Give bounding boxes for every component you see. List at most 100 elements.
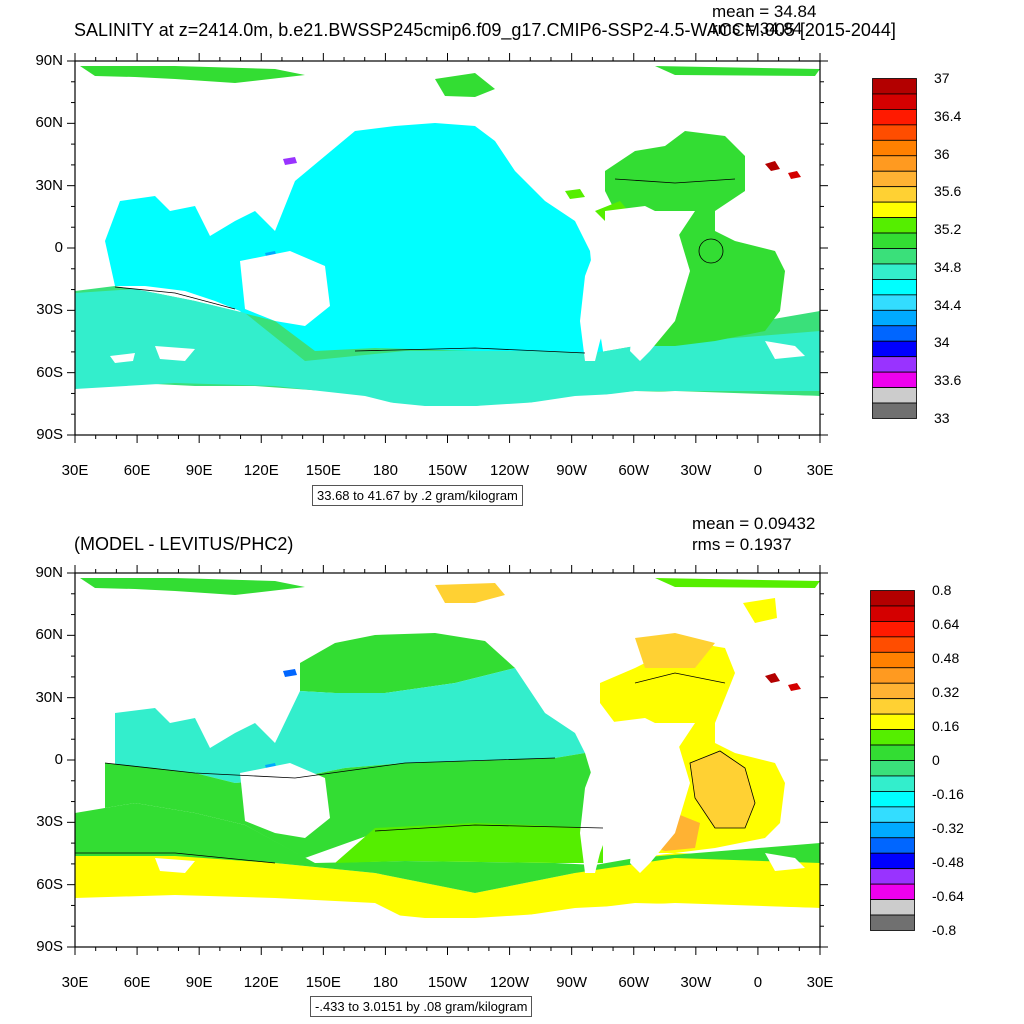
lon-label: 90E [185, 462, 213, 479]
colorbar-label: 35.2 [934, 221, 962, 238]
lon-label: 120E [243, 974, 279, 991]
lon-label: 120E [243, 462, 279, 479]
colorbar-box [870, 791, 915, 808]
colorbar-box [870, 775, 915, 792]
lat-label: 90N [35, 52, 63, 69]
bottom-tropical-pacific-cyan [115, 668, 585, 783]
top-colorbar [872, 78, 917, 419]
lon-label: 30W [680, 462, 712, 479]
colorbar-label: 34.4 [934, 296, 962, 313]
lon-label: 90W [556, 462, 588, 479]
bottom-colorbar [870, 590, 915, 931]
lat-label: 60N [35, 114, 63, 132]
colorbar-box [870, 760, 915, 777]
lat-label: 30S [36, 813, 63, 831]
lon-label: 180 [372, 974, 398, 991]
top-mediterranean-high [765, 161, 780, 171]
colorbar-box [870, 713, 915, 730]
colorbar-box [870, 729, 915, 746]
lon-label: 120W [489, 974, 530, 991]
lon-label: 0 [753, 974, 763, 991]
colorbar-label: 0.32 [932, 684, 960, 700]
colorbar-box [870, 698, 915, 715]
colorbar-label: 0.64 [932, 616, 960, 632]
bottom-difference-map [75, 573, 820, 947]
top-contour-info: 33.68 to 41.67 by .2 gram/kilogram [312, 485, 523, 506]
lon-label: 30E [61, 462, 89, 479]
colorbar-box [872, 402, 917, 419]
lon-label: 60E [123, 974, 151, 991]
colorbar-label: 36 [934, 145, 950, 162]
lat-label: 0 [54, 751, 63, 768]
top-pacific-water [105, 123, 605, 361]
lon-label: 150E [305, 974, 341, 991]
map-frame [74, 572, 821, 948]
colorbar-box [870, 667, 915, 684]
colorbar-box [870, 682, 915, 700]
bottom-contour-info: -.433 to 3.0151 by .08 gram/kilogram [310, 996, 533, 1017]
top-land-australia [240, 251, 330, 326]
colorbar-box [870, 914, 915, 931]
colorbar-box [870, 852, 915, 870]
lon-label: 150W [427, 462, 468, 479]
colorbar-label: 34.8 [934, 258, 962, 275]
lat-label: 60N [35, 626, 63, 644]
lat-label: 60S [36, 875, 63, 893]
lon-label: 60W [618, 974, 650, 991]
lon-label: 150W [427, 974, 468, 991]
colorbar-box [870, 899, 915, 916]
top-salinity-map [75, 61, 820, 435]
lon-label: 60E [123, 462, 151, 479]
colorbar-box [870, 837, 915, 854]
colorbar-label: -0.16 [932, 786, 964, 802]
lat-label: 90N [35, 564, 63, 581]
top-arctic-water [80, 66, 305, 83]
colorbar-box [870, 621, 915, 638]
top-land-south-america [580, 236, 623, 361]
bottom-title: (MODEL - LEVITUS/PHC2) [74, 534, 294, 554]
colorbar-label: 0.48 [932, 650, 960, 666]
colorbar-label: 0.16 [932, 718, 960, 734]
lat-label: 30N [35, 176, 63, 194]
colorbar-label: 36.4 [934, 107, 962, 124]
colorbar-label: -0.64 [932, 888, 964, 904]
colorbar-label: 37 [934, 70, 950, 86]
colorbar-box [870, 636, 915, 653]
top-land-africa [605, 206, 690, 361]
lon-label: 30E [806, 462, 834, 479]
bottom-atlantic-orange [690, 751, 755, 828]
colorbar-label: -0.48 [932, 854, 964, 870]
colorbar-box [870, 744, 915, 761]
lon-label: 90E [185, 974, 213, 991]
bottom-southern-green [75, 803, 820, 893]
colorbar-box [870, 590, 915, 607]
lat-label: 90S [36, 426, 63, 443]
top-land-antarctica [75, 386, 820, 435]
bottom-southern-yellow [75, 853, 820, 918]
colorbar-label: 34 [934, 334, 950, 351]
colorbar-box [870, 883, 915, 900]
lon-label: 60W [618, 462, 650, 479]
lon-label: 120W [489, 462, 530, 479]
lat-label: 30N [35, 688, 63, 706]
colorbar-box [870, 605, 915, 622]
colorbar-box [870, 806, 915, 823]
colorbar-label: 0 [932, 752, 940, 768]
colorbar-label: 33.6 [934, 372, 962, 389]
lon-label: 90W [556, 974, 588, 991]
lat-label: 60S [36, 363, 63, 381]
top-rms-label: rms = 34.84 [712, 19, 803, 38]
lon-label: 30E [61, 974, 89, 991]
colorbar-box [870, 821, 915, 839]
colorbar-label: -0.32 [932, 820, 964, 836]
colorbar-box [870, 651, 915, 669]
lat-label: 0 [54, 239, 63, 256]
lon-label: 30W [680, 974, 712, 991]
lat-label: 30S [36, 301, 63, 319]
lon-label: 150E [305, 462, 341, 479]
top-mean-label: mean = 34.84 [712, 2, 817, 21]
bottom-north-pacific-green [300, 633, 515, 693]
colorbar-label: -0.8 [932, 922, 957, 938]
